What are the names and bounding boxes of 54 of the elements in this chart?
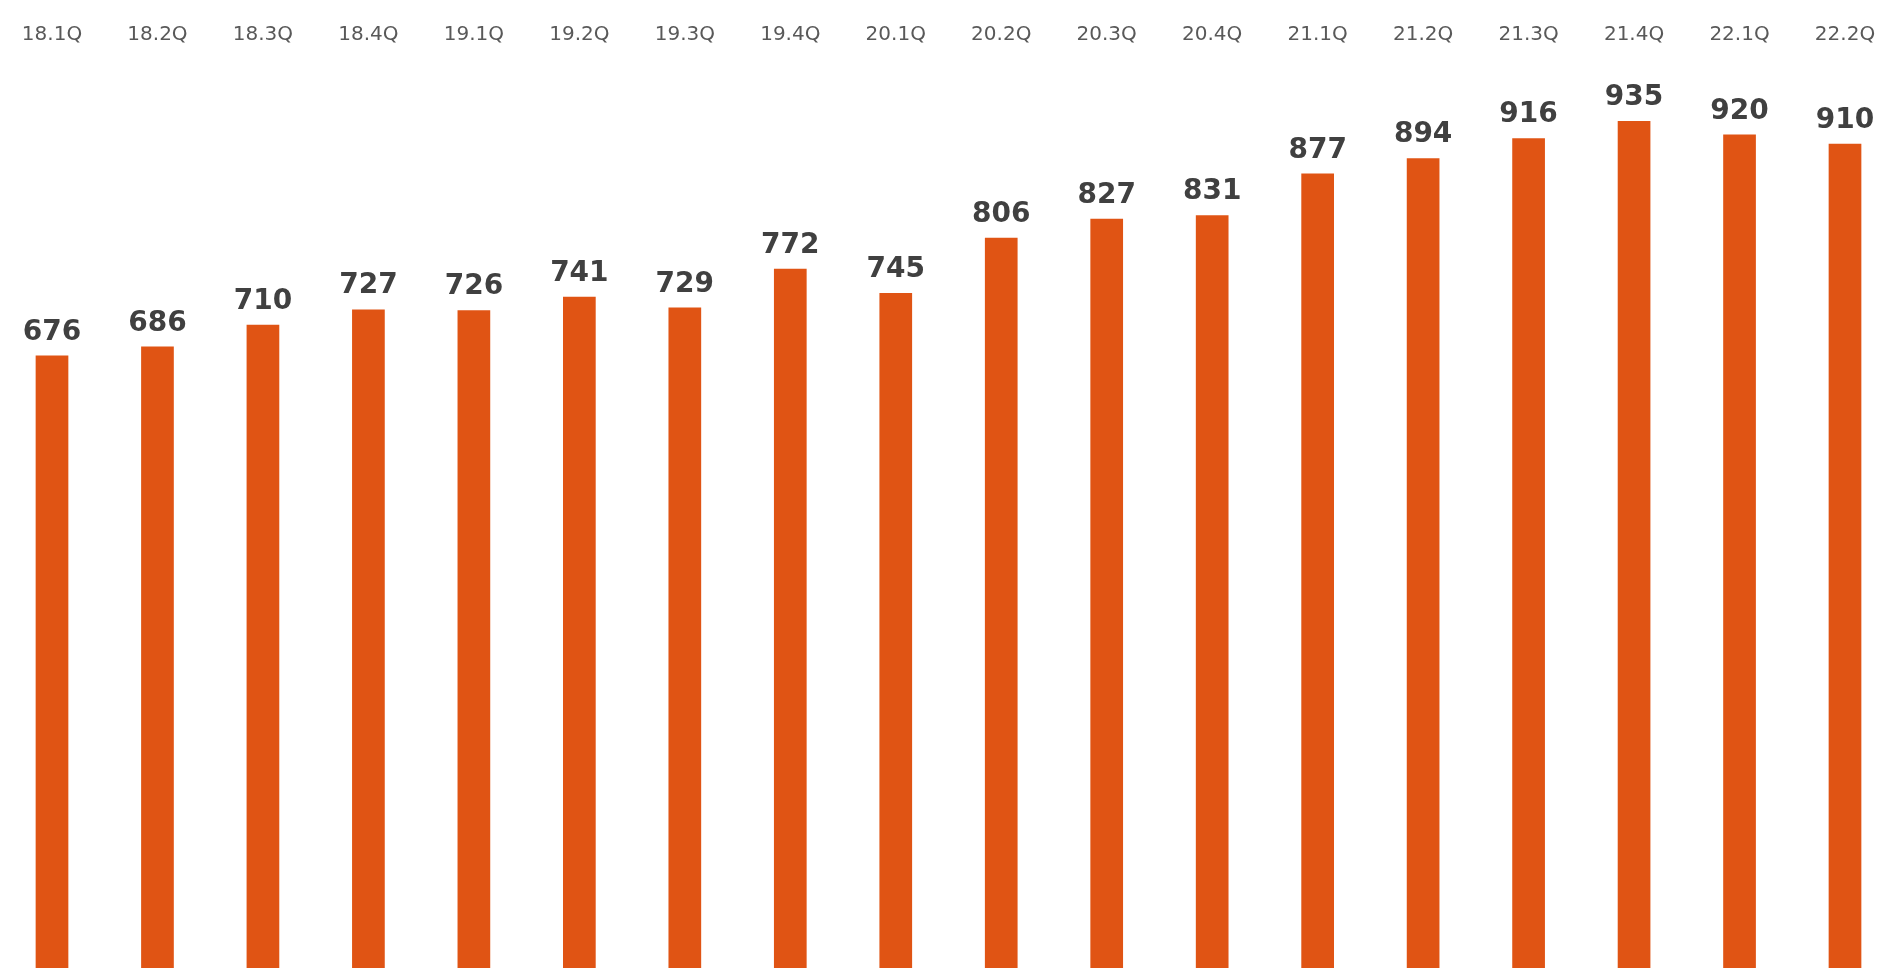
bar bbox=[1090, 218, 1124, 968]
x-tick-label: 19.4Q bbox=[760, 20, 821, 45]
bar bbox=[141, 346, 174, 968]
data-label: 894 bbox=[1393, 116, 1453, 150]
x-tick-label: 22.1Q bbox=[1709, 20, 1770, 45]
data-label: 935 bbox=[1604, 79, 1664, 112]
bar bbox=[1723, 134, 1756, 968]
bar bbox=[1512, 138, 1545, 968]
data-label: 729 bbox=[655, 265, 715, 299]
x-tick-label: 19.2Q bbox=[549, 20, 610, 45]
bar bbox=[1617, 121, 1651, 968]
data-label: 877 bbox=[1288, 131, 1347, 165]
data-label: 726 bbox=[444, 268, 504, 302]
data-label: 686 bbox=[128, 304, 187, 338]
x-tick-label: 19.1Q bbox=[443, 20, 505, 45]
bar bbox=[246, 324, 280, 968]
data-label: 910 bbox=[1815, 101, 1875, 135]
data-label: 831 bbox=[1182, 173, 1242, 207]
x-tick-label: 18.4Q bbox=[338, 20, 399, 45]
x-tick-label: 20.1Q bbox=[865, 20, 926, 45]
bar bbox=[984, 237, 1018, 968]
data-label: 710 bbox=[233, 282, 293, 316]
data-label: 741 bbox=[550, 254, 609, 288]
data-label: 916 bbox=[1499, 96, 1558, 130]
x-tick-label: 20.2Q bbox=[971, 20, 1032, 45]
x-tick-label: 21.2Q bbox=[1392, 20, 1454, 45]
data-label: 920 bbox=[1710, 92, 1769, 126]
bar bbox=[773, 268, 807, 968]
x-tick-label: 21.3Q bbox=[1498, 20, 1559, 45]
data-label: 745 bbox=[866, 251, 925, 285]
x-tick-label: 21.4Q bbox=[1603, 20, 1665, 45]
data-label: 676 bbox=[22, 313, 82, 347]
x-tick-label: 20.3Q bbox=[1076, 20, 1137, 45]
x-tick-label: 21.1Q bbox=[1287, 20, 1348, 45]
x-tick-label: 20.4Q bbox=[1182, 20, 1243, 45]
bar bbox=[1301, 173, 1334, 968]
bar bbox=[1195, 215, 1229, 968]
bar bbox=[879, 293, 913, 968]
bar bbox=[1406, 158, 1440, 968]
x-tick-label: 18.2Q bbox=[127, 20, 188, 45]
data-label: 727 bbox=[339, 267, 398, 301]
data-label: 806 bbox=[972, 195, 1031, 229]
data-label: 772 bbox=[761, 226, 820, 260]
x-tick-label: 18.3Q bbox=[232, 20, 294, 45]
bar bbox=[35, 355, 69, 968]
data-label: 827 bbox=[1077, 176, 1136, 210]
bar bbox=[352, 309, 385, 968]
bar bbox=[668, 307, 702, 968]
x-tick-label: 19.3Q bbox=[654, 20, 715, 45]
x-tick-label: 22.2Q bbox=[1814, 20, 1876, 45]
x-tick-label: 18.1Q bbox=[21, 20, 83, 45]
bar bbox=[457, 310, 491, 968]
bar bbox=[563, 296, 596, 968]
bar bbox=[1828, 143, 1862, 968]
